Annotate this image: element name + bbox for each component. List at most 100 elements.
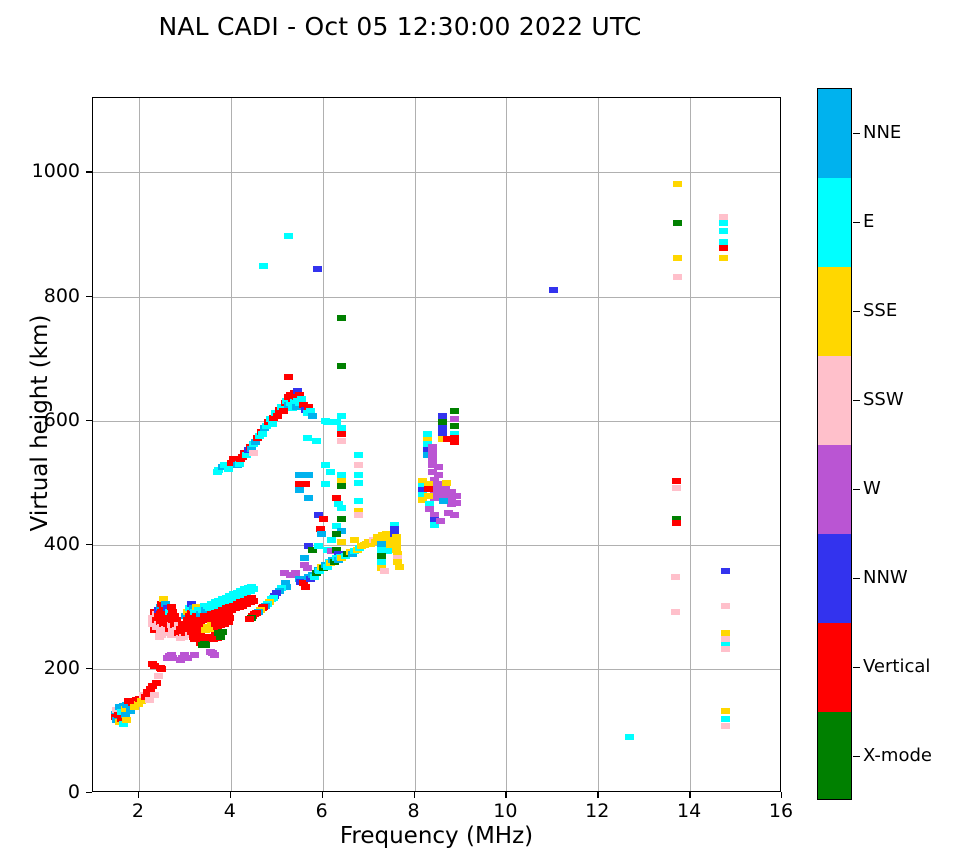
echo-point [223, 619, 233, 626]
echo-point [442, 479, 452, 486]
y-tick-label: 400 [43, 532, 80, 555]
echo-point [304, 404, 314, 411]
colorbar-label-nnw: NNW [863, 566, 908, 588]
echo-point [337, 363, 347, 370]
echo-point [433, 472, 443, 479]
x-tick-mark [137, 792, 140, 798]
echo-point [423, 493, 433, 500]
colorbar-segment-ssw[interactable] [818, 356, 851, 445]
echo-point [444, 509, 454, 516]
echo-point [320, 480, 330, 487]
echo-point [441, 490, 451, 497]
echo-point [450, 439, 460, 446]
echo-point [435, 480, 445, 487]
echo-point [299, 555, 309, 562]
echo-point [671, 520, 681, 527]
echo-point [249, 586, 259, 593]
echo-point [312, 265, 322, 272]
echo-point [331, 546, 341, 553]
echo-point [295, 391, 305, 398]
echo-point [718, 238, 728, 245]
echo-point [435, 487, 445, 494]
echo-point [418, 497, 428, 504]
gridline-vertical [690, 98, 692, 791]
echo-point [428, 449, 438, 456]
y-tick-mark [86, 419, 92, 422]
echo-point [337, 425, 347, 432]
x-tick-mark [781, 792, 783, 798]
echo-point [319, 515, 329, 522]
echo-point [166, 603, 176, 610]
echo-point [320, 462, 330, 469]
echo-point [721, 602, 731, 609]
echo-point [446, 501, 456, 508]
x-tick-mark [413, 792, 415, 798]
echo-point [721, 722, 731, 729]
echo-point [276, 585, 286, 592]
echo-point [437, 425, 447, 432]
echo-point [126, 708, 136, 715]
echo-point [337, 315, 347, 322]
echo-point [672, 220, 682, 227]
echo-point [721, 636, 731, 643]
gridline-horizontal [93, 668, 780, 670]
echo-point [353, 472, 363, 479]
y-tick-label: 1000 [31, 160, 80, 183]
colorbar-segment-w[interactable] [818, 445, 851, 534]
echo-point [430, 521, 440, 528]
echo-point [350, 536, 360, 543]
echo-point [331, 418, 341, 425]
gridline-horizontal [93, 296, 780, 298]
echo-point [144, 696, 154, 703]
echo-point [672, 273, 682, 280]
echo-point [189, 652, 199, 659]
echo-point [418, 492, 428, 499]
echo-point [435, 518, 445, 525]
echo-point [721, 642, 731, 649]
echo-point [418, 478, 428, 485]
echo-point [326, 468, 336, 475]
echo-point [441, 484, 451, 491]
echo-point [353, 479, 363, 486]
x-tick-label: 2 [131, 800, 144, 822]
echo-point [308, 412, 318, 419]
echo-point [353, 507, 363, 514]
chart-title: NAL CADI - Oct 05 12:30:00 2022 UTC [158, 12, 642, 41]
colorbar-label-ssw: SSW [863, 388, 904, 410]
azimuth-colorbar[interactable] [817, 88, 852, 800]
echo-point [157, 665, 167, 672]
colorbar-label-x-mode: X-mode [863, 744, 932, 766]
echo-point [391, 534, 401, 541]
colorbar-segment-e[interactable] [818, 178, 851, 267]
echo-point [244, 616, 254, 623]
colorbar-segment-nne[interactable] [818, 89, 851, 178]
x-tick-mark [597, 792, 599, 798]
echo-point [234, 461, 244, 468]
echo-point [671, 484, 681, 491]
gridline-vertical [414, 98, 416, 791]
x-tick-label: 16 [768, 800, 794, 822]
colorbar-segment-sse[interactable] [818, 267, 851, 356]
echo-point [317, 530, 327, 537]
echo-point [422, 447, 432, 454]
echo-point [430, 476, 440, 483]
x-tick-label: 6 [315, 800, 328, 822]
gridline-horizontal [93, 544, 780, 546]
x-tick-label: 14 [677, 800, 702, 822]
echo-point [430, 489, 440, 496]
echo-point [437, 418, 447, 425]
echo-point [353, 498, 363, 505]
echo-point [279, 569, 289, 576]
echo-point [298, 402, 308, 409]
echo-point [293, 387, 303, 394]
colorbar-segment-nnw[interactable] [818, 534, 851, 623]
echo-point [331, 530, 341, 537]
echo-point [192, 603, 202, 610]
echo-point [370, 538, 380, 545]
echo-point [450, 435, 460, 442]
colorbar-segment-x-mode[interactable] [818, 712, 851, 799]
echo-point [295, 472, 305, 479]
colorbar-label-e: E [863, 210, 875, 232]
echo-point [670, 574, 680, 581]
colorbar-segment-vertical[interactable] [818, 623, 851, 712]
